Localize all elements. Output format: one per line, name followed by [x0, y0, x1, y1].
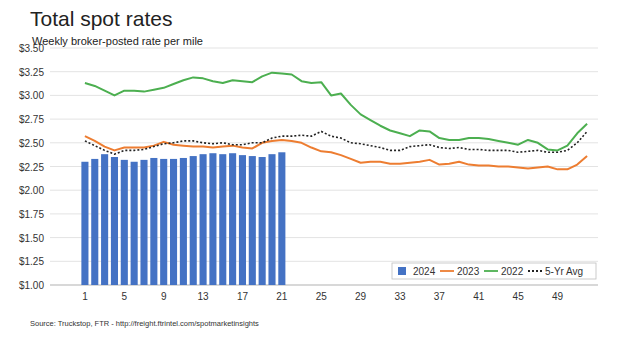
x-tick-label: 33 [394, 291, 406, 302]
y-tick-label: $1.25 [19, 256, 44, 267]
x-tick-label: 45 [513, 291, 525, 302]
y-tick-label: $1.50 [19, 233, 44, 244]
bar [278, 152, 285, 285]
legend-label: 2024 [413, 266, 436, 277]
bar [140, 160, 147, 285]
bar [229, 153, 236, 285]
y-tick-label: $1.75 [19, 209, 44, 220]
x-tick-label: 17 [237, 291, 249, 302]
legend-label: 5-Yr Avg [545, 266, 583, 277]
legend-frame [392, 263, 596, 279]
y-tick-label: $2.50 [19, 138, 44, 149]
y-tick-label: $2.00 [19, 185, 44, 196]
y-tick-label: $1.00 [19, 280, 44, 291]
x-tick-label: 41 [473, 291, 485, 302]
plot-area [81, 73, 587, 285]
line [85, 73, 587, 151]
bar [200, 154, 207, 285]
bar [81, 162, 88, 285]
x-tick-label: 13 [198, 291, 210, 302]
bar [209, 153, 216, 285]
y-tick-label: $3.00 [19, 90, 44, 101]
grid-line [50, 119, 598, 120]
legend-swatch [528, 270, 542, 272]
x-tick-label: 29 [355, 291, 367, 302]
x-tick-label: 9 [161, 291, 167, 302]
y-tick-label: $2.75 [19, 114, 44, 125]
legend-label: 2022 [501, 266, 524, 277]
x-tick-label: 49 [552, 291, 564, 302]
x-tick-label: 25 [316, 291, 328, 302]
line [85, 131, 587, 154]
title: Total spot rates [30, 7, 172, 30]
x-tick-label: 21 [276, 291, 288, 302]
legend-label: 2023 [457, 266, 480, 277]
bar [180, 158, 187, 285]
bar [170, 159, 177, 285]
legend-swatch [398, 267, 406, 275]
grid-line [50, 71, 598, 72]
grid-line [50, 142, 598, 143]
bar [190, 156, 197, 285]
bar [111, 157, 118, 285]
bar [91, 159, 98, 285]
line [85, 136, 587, 169]
grid-line [50, 48, 598, 49]
bar [239, 155, 246, 285]
bar [121, 160, 128, 285]
chart: Total spot rates Weekly broker-posted rat… [0, 0, 630, 350]
legend-swatch [484, 270, 498, 272]
grid [50, 48, 598, 285]
x-tick-label: 1 [82, 291, 88, 302]
subtitle: Weekly broker-posted rate per mile [32, 35, 203, 47]
legend: 2024 2023 2022 5-Yr Avg [392, 263, 596, 279]
source: Source: Truckstop, FTR - http://freight.… [30, 319, 259, 328]
bar [160, 159, 167, 285]
legend-swatch [440, 270, 454, 272]
x-tick-label: 37 [434, 291, 446, 302]
bar [101, 154, 108, 285]
bar [259, 157, 266, 285]
y-tick-label: $3.50 [19, 43, 44, 54]
bar [219, 154, 226, 285]
bar [249, 156, 256, 285]
x-tick-label: 5 [122, 291, 128, 302]
y-tick-label: $2.25 [19, 162, 44, 173]
bar [268, 154, 275, 285]
bar [131, 162, 138, 285]
bar [150, 158, 157, 285]
grid-line [50, 95, 598, 96]
y-tick-label: $3.25 [19, 67, 44, 78]
